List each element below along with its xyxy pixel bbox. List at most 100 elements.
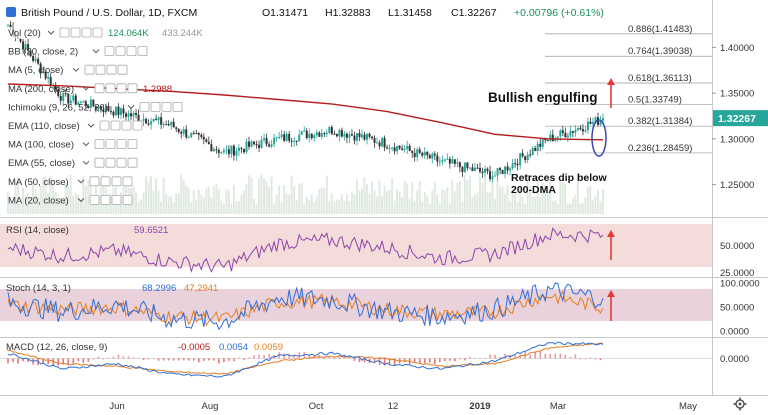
close-icon[interactable] xyxy=(116,139,127,150)
eye-icon[interactable] xyxy=(139,102,150,112)
candle-body xyxy=(212,149,215,152)
volume-bar xyxy=(496,180,499,214)
volume-bar xyxy=(97,200,100,214)
volume-bar xyxy=(232,185,235,214)
close-icon[interactable] xyxy=(111,194,122,205)
chevron-down-icon[interactable] xyxy=(82,142,90,147)
chevron-down-icon[interactable] xyxy=(77,198,85,203)
close-icon[interactable] xyxy=(81,27,92,38)
candle-body xyxy=(355,133,358,141)
indicator-legend-row[interactable]: EMA (55, close) xyxy=(8,157,138,169)
chevron-down-icon[interactable] xyxy=(82,86,90,91)
settings-icon[interactable] xyxy=(150,102,161,112)
more-icon[interactable] xyxy=(127,83,138,94)
chevron-down-icon[interactable] xyxy=(87,123,95,128)
close-icon[interactable] xyxy=(111,176,122,187)
volume-bar xyxy=(456,182,459,214)
chevron-down-icon[interactable] xyxy=(77,179,85,184)
indicator-legend-row[interactable]: MA (5, close) xyxy=(8,64,128,76)
macd-hist-bar xyxy=(107,357,110,359)
candle-body xyxy=(142,118,145,121)
candle-body xyxy=(496,168,499,176)
volume-bar xyxy=(165,193,168,214)
candle-body xyxy=(461,167,464,172)
candle-body xyxy=(273,137,276,145)
volume-bar xyxy=(406,183,409,214)
fib-levels: 0.886(1.41483) 0.764(1.39038) 0.618(1.3611… xyxy=(545,24,712,154)
eye-icon[interactable] xyxy=(94,83,105,94)
candle-body xyxy=(446,158,449,160)
settings-gear-icon[interactable] xyxy=(733,397,747,411)
macd-hist-bar xyxy=(298,352,301,359)
indicator-label: EMA (110, close) xyxy=(8,121,80,132)
macd-hist-bar xyxy=(584,358,587,360)
more-icon[interactable] xyxy=(127,139,138,150)
more-icon[interactable] xyxy=(137,46,148,56)
volume-bar xyxy=(102,175,105,214)
eye-icon[interactable] xyxy=(94,157,105,168)
more-icon[interactable] xyxy=(122,176,133,187)
eye-icon[interactable] xyxy=(89,176,100,187)
close-icon[interactable] xyxy=(116,83,127,94)
volume-bar xyxy=(466,180,469,214)
fib-level-label: 0.236(1.28459) xyxy=(628,143,692,154)
chevron-down-icon[interactable] xyxy=(127,105,135,110)
settings-icon[interactable] xyxy=(105,157,116,168)
volume-bar xyxy=(200,194,203,214)
volume-bar xyxy=(423,192,426,214)
close-icon[interactable] xyxy=(121,120,132,131)
more-icon[interactable] xyxy=(172,102,183,112)
close-icon[interactable] xyxy=(106,64,117,75)
candle-body xyxy=(190,132,193,138)
more-icon[interactable] xyxy=(117,64,128,75)
settings-icon[interactable] xyxy=(100,194,111,205)
eye-icon[interactable] xyxy=(59,27,70,38)
indicator-legend-row[interactable]: Ichimoku (9, 26, 52, 26) xyxy=(8,102,183,113)
volume-bar xyxy=(476,192,479,214)
price-tick-label: 1.25000 xyxy=(720,180,754,191)
more-icon[interactable] xyxy=(132,120,143,131)
chevron-down-icon[interactable] xyxy=(92,49,100,54)
eye-icon[interactable] xyxy=(99,120,110,131)
settings-icon[interactable] xyxy=(110,120,121,131)
settings-icon[interactable] xyxy=(95,64,106,75)
indicator-legend-row[interactable]: MA (200, close) 1.2988 xyxy=(8,83,172,95)
macd-hist-bar xyxy=(233,358,235,362)
settings-icon[interactable] xyxy=(105,83,116,94)
settings-icon[interactable] xyxy=(105,139,116,150)
indicator-legend-row[interactable]: Vol (20) 124.064K 433.244K xyxy=(3,27,203,39)
indicator-legend-row[interactable]: MA (50, close) xyxy=(8,176,133,188)
close-icon[interactable] xyxy=(116,157,127,168)
price-axis: 1.40000 1.35000 1.30000 1.25000 xyxy=(712,43,754,191)
chevron-down-icon[interactable] xyxy=(72,67,80,72)
close-icon[interactable] xyxy=(126,46,137,56)
macd-hist-bar xyxy=(87,358,90,362)
close-icon[interactable] xyxy=(161,102,172,112)
volume-bar xyxy=(152,190,155,214)
indicator-legend-row[interactable]: BB (20, close, 2) xyxy=(8,46,148,58)
chevron-down-icon[interactable] xyxy=(47,30,55,35)
volume-bar xyxy=(478,176,481,214)
indicator-legend-row[interactable]: MA (20, close) xyxy=(8,194,133,206)
volume-bar xyxy=(416,190,419,214)
ohlc-close: C1.32267 xyxy=(451,7,497,19)
candle-body xyxy=(293,140,296,142)
more-icon[interactable] xyxy=(92,27,103,38)
settings-icon[interactable] xyxy=(100,176,111,187)
indicator-legend-row[interactable]: MA (100, close) xyxy=(8,139,138,151)
settings-icon[interactable] xyxy=(70,27,81,38)
volume-bar xyxy=(77,194,80,214)
candle-body xyxy=(195,133,198,135)
settings-icon[interactable] xyxy=(115,46,126,56)
eye-icon[interactable] xyxy=(89,194,100,205)
volume-bar xyxy=(591,200,594,214)
eye-icon[interactable] xyxy=(84,64,95,75)
eye-icon[interactable] xyxy=(104,46,115,56)
volume-bar xyxy=(544,184,547,214)
chevron-down-icon[interactable] xyxy=(82,160,90,165)
macd-hist-bar xyxy=(464,358,466,361)
eye-icon[interactable] xyxy=(94,139,105,150)
more-icon[interactable] xyxy=(122,194,133,205)
more-icon[interactable] xyxy=(127,157,138,168)
indicator-legend-row[interactable]: EMA (110, close) xyxy=(8,120,143,132)
